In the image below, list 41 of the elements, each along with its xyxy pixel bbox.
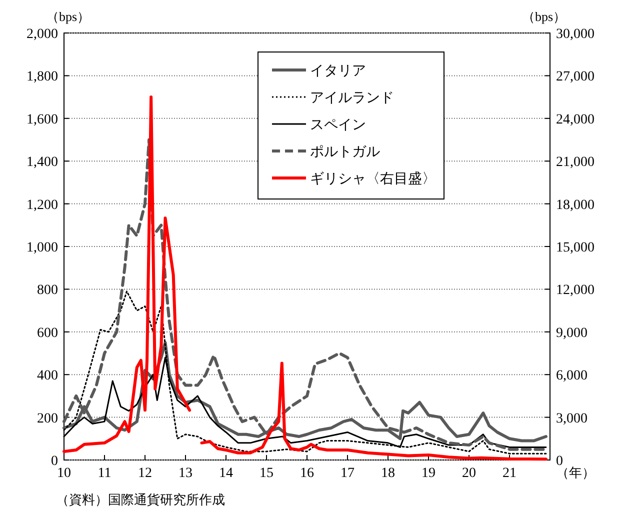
y2-tick-label: 24,000 [556, 112, 594, 128]
x-tick-label: 13 [178, 466, 192, 481]
x-tick-label: 10 [57, 466, 71, 481]
y-tick-label: 1,600 [26, 112, 58, 128]
y-tick-label: 1,000 [26, 240, 58, 256]
y-tick-label: 400 [37, 368, 58, 384]
y-tick-label: 1,800 [26, 70, 58, 85]
x-tick-label: 21 [502, 466, 516, 481]
x-tick-label: 12 [138, 466, 152, 481]
y-tick-label: 2,000 [26, 27, 58, 42]
y2-axis-title: （bps） [522, 9, 566, 24]
y-axis-title: （bps） [46, 9, 90, 24]
legend-label: ギリシャ〈右目盛〉 [310, 171, 436, 187]
y2-tick-label: 12,000 [556, 283, 594, 298]
x-tick-label: 11 [98, 466, 112, 481]
y2-tick-label: 9,000 [556, 326, 588, 341]
y2-tick-label: 15,000 [556, 240, 594, 256]
y-tick-label: 200 [37, 411, 58, 426]
y-tick-label: 600 [37, 326, 58, 341]
y2-tick-label: 27,000 [556, 70, 594, 85]
legend-label: ポルトガル [310, 144, 380, 160]
x-tick-label: 19 [422, 466, 436, 481]
x-tick-label: 14 [219, 466, 233, 481]
text: （資料）国際通貨研究所作成 [56, 492, 225, 507]
y-tick-label: 800 [37, 283, 58, 298]
x-tick-label: 18 [381, 466, 395, 481]
legend-label: イタリア [310, 63, 366, 79]
y2-tick-label: 21,000 [556, 155, 594, 170]
y-tick-label: 1,200 [26, 198, 58, 213]
y-tick-label: 0 [51, 454, 58, 469]
x-tick-label: 20 [462, 466, 476, 481]
y2-tick-label: 30,000 [556, 27, 594, 42]
x-tick-label: 15 [260, 466, 274, 481]
x-tick-label: 17 [340, 466, 354, 481]
y-tick-label: 1,400 [26, 155, 58, 170]
legend-label: スペイン [310, 117, 366, 133]
y2-tick-label: 18,000 [556, 198, 594, 213]
x-tick-label: 16 [300, 466, 314, 481]
y2-tick-label: 3,000 [556, 411, 588, 426]
legend-label: アイルランド [310, 90, 394, 106]
y2-tick-label: 6,000 [556, 368, 588, 384]
